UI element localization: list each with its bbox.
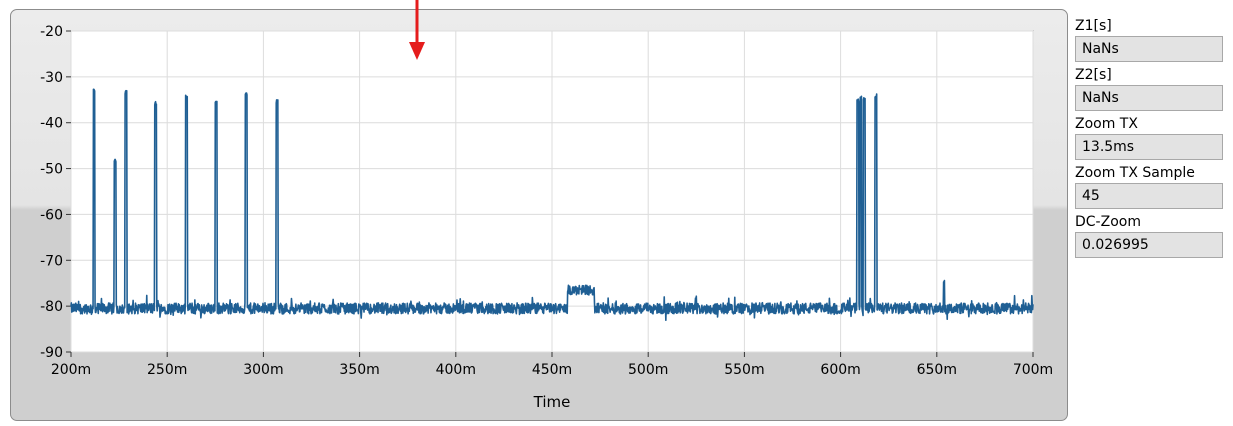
y-tick-label: -30 — [40, 70, 63, 86]
signal-trace — [70, 88, 1034, 322]
indicator-panel: Z1[s] NaNs Z2[s] NaNs Zoom TX 13.5ms Zoo… — [1075, 16, 1230, 261]
y-tick-label: -60 — [40, 207, 63, 223]
y-tick-label: -20 — [40, 24, 63, 40]
x-tick-label: 300m — [243, 362, 283, 378]
z2-indicator: NaNs — [1075, 85, 1223, 111]
zoom-tx-indicator: 13.5ms — [1075, 134, 1223, 160]
z2-label: Z2[s] — [1075, 67, 1112, 83]
dc-zoom-label: DC-Zoom — [1075, 214, 1141, 230]
zoom-tx-sample-indicator: 45 — [1075, 183, 1223, 209]
x-tick-label: 400m — [436, 362, 476, 378]
series-group — [70, 88, 1034, 322]
zoom-tx-sample-label: Zoom TX Sample — [1075, 165, 1195, 181]
x-tick-label: 500m — [628, 362, 668, 378]
x-tick-label: 200m — [51, 362, 91, 378]
z1-label: Z1[s] — [1075, 18, 1112, 34]
x-tick-label: 450m — [532, 362, 572, 378]
zoom-tx-label: Zoom TX — [1075, 116, 1138, 132]
x-tick-label: 350m — [339, 362, 379, 378]
x-tick-label: 250m — [147, 362, 187, 378]
axis-ticks: 200m 250m 300m 350m 400m 450m 500m 550m 600m 650m… — [40, 24, 1053, 378]
x-tick-label: 600m — [820, 362, 860, 378]
y-tick-label: -90 — [40, 345, 63, 361]
y-tick-label: -40 — [40, 116, 63, 132]
y-tick-label: -70 — [40, 253, 63, 269]
red-arrow-annotation — [409, 0, 425, 60]
z1-indicator: NaNs — [1075, 36, 1223, 62]
x-tick-label: 700m — [1013, 362, 1053, 378]
x-tick-label: 650m — [917, 362, 957, 378]
x-tick-label: 550m — [724, 362, 764, 378]
dc-zoom-indicator: 0.026995 — [1075, 232, 1223, 258]
x-axis-title: Time — [533, 393, 571, 411]
y-tick-label: -50 — [40, 162, 63, 178]
y-tick-label: -80 — [40, 299, 63, 315]
